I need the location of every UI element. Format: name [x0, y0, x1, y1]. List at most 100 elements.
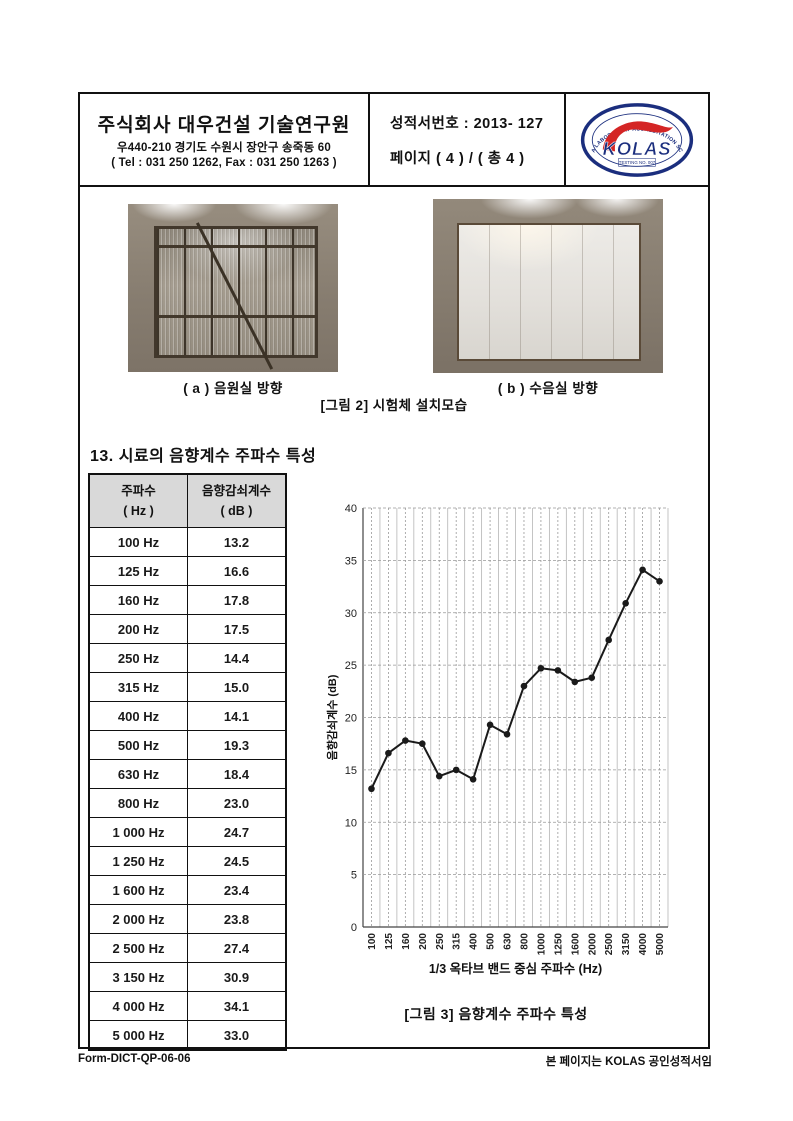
company-contact: ( Tel : 031 250 1262, Fax : 031 250 1263…: [111, 157, 337, 169]
chart-data-point: [486, 721, 494, 729]
chart-data-point: [554, 667, 562, 674]
chart-data-point: [419, 740, 426, 747]
frequency-cell: 1 250 Hz: [88, 846, 188, 876]
logo-testing-no: TESTING NO. 007: [619, 160, 656, 165]
company-address: 우440-210 경기도 수원시 장안구 송죽동 60: [117, 142, 331, 154]
frequency-cell: 4 000 Hz: [88, 991, 188, 1021]
chart-x-tick-label: 1000: [536, 933, 547, 956]
chart-x-tick-label: 100: [367, 933, 378, 950]
attenuation-cell: 30.9: [187, 962, 287, 992]
table-row: 2 500 Hz 27.4: [88, 933, 287, 963]
chart-data-point: [469, 776, 477, 783]
table-row: 400 Hz 14.1: [88, 701, 287, 731]
chart-y-tick-label: 15: [345, 765, 357, 777]
chart-data-point: [639, 566, 646, 574]
chart-x-tick-label: 3150: [621, 933, 632, 956]
table-row: 1 600 Hz 23.4: [88, 875, 287, 905]
attenuation-table: 주파수 ( Hz ) 음향감쇠계수 ( dB ) 100 Hz 13.2 125 H…: [88, 473, 287, 1051]
report-header: 주식회사 대우건설 기술연구원 우440-210 경기도 수원시 장안구 송죽동…: [80, 94, 708, 187]
chart-x-tick-label: 4000: [638, 933, 649, 956]
chart-x-tick-label: 1250: [553, 933, 564, 956]
caption-photo-b: ( b ) 수음실 방향: [497, 381, 599, 396]
table-row: 100 Hz 13.2: [88, 527, 287, 557]
photo-diagonal-brace: [195, 222, 273, 370]
chart-data-point: [537, 664, 545, 672]
chart-x-tick-label: 630: [503, 933, 514, 950]
attenuation-header-line2: ( dB ): [220, 504, 253, 518]
chart-data-point: [503, 730, 511, 738]
chart-svg: 0 5 10 15 20 25 30 35 40 100 125 160 200 250 315 400 500…: [325, 503, 669, 976]
table-row: 160 Hz 17.8: [88, 585, 287, 615]
chart-y-tick-label: 25: [345, 660, 357, 672]
figure2-caption: [그림 2] 시험체 설치모습: [320, 398, 468, 413]
page-number: 페이지 ( 4 ) / ( 총 4 ): [390, 150, 525, 167]
attenuation-cell: 24.5: [187, 846, 287, 876]
attenuation-cell: 24.7: [187, 817, 287, 847]
attenuation-cell: 18.4: [187, 759, 287, 789]
attenuation-table-body: 100 Hz 13.2 125 Hz 16.6 160 Hz 17.8 200 Hz 17.5…: [88, 527, 287, 1051]
chart-x-tick-label: 500: [486, 933, 497, 950]
attenuation-cell: 23.8: [187, 904, 287, 934]
chart-x-tick-label: 2000: [587, 933, 598, 956]
attenuation-cell: 19.3: [187, 730, 287, 760]
frequency-cell: 125 Hz: [88, 556, 188, 586]
attenuation-cell: 23.0: [187, 788, 287, 818]
chart-data-point: [520, 682, 528, 690]
table-row: 4 000 Hz 34.1: [88, 991, 287, 1021]
table-row: 5 000 Hz 33.0: [88, 1020, 287, 1051]
report-meta-cell: 성적서번호 : 2013- 127 페이지 ( 4 ) / ( 총 4 ): [370, 94, 566, 185]
chart-x-tick-label: 2500: [604, 933, 615, 956]
chart-y-tick-label: 5: [351, 870, 357, 882]
chart-x-tick-label: 1600: [570, 933, 581, 956]
chart-y-tick-label: 40: [345, 503, 357, 515]
frequency-cell: 315 Hz: [88, 672, 188, 702]
table-row: 1 250 Hz 24.5: [88, 846, 287, 876]
attenuation-cell: 34.1: [187, 991, 287, 1021]
frequency-header-line1: 주파수: [121, 484, 156, 498]
attenuation-cell: 16.6: [187, 556, 287, 586]
attenuation-cell: 17.5: [187, 614, 287, 644]
kolas-logo: KOREA LABORATORY ACCREDITATION SCHEME KO…: [580, 102, 694, 177]
frequency-cell: 2 000 Hz: [88, 904, 188, 934]
chart-x-tick-label: 200: [418, 933, 429, 950]
chart-y-tick-label: 35: [345, 555, 357, 567]
attenuation-column-header: 음향감쇠계수 ( dB ): [187, 473, 287, 528]
figure3-caption: [그림 3] 음향계수 주파수 특성: [404, 1006, 588, 1022]
table-row: 800 Hz 23.0: [88, 788, 287, 818]
caption-photo-a: ( a ) 음원실 방향: [183, 381, 283, 396]
chart-data-point: [435, 772, 443, 780]
frequency-cell: 1 000 Hz: [88, 817, 188, 847]
logo-swoosh: [602, 120, 673, 151]
frequency-cell: 800 Hz: [88, 788, 188, 818]
chart-x-tick-label: 160: [401, 933, 412, 950]
chart-data-point: [402, 737, 409, 744]
table-row: 3 150 Hz 30.9: [88, 962, 287, 992]
company-name: 주식회사 대우건설 기술연구원: [97, 115, 351, 136]
table-row: 500 Hz 19.3: [88, 730, 287, 760]
frequency-cell: 200 Hz: [88, 614, 188, 644]
photo-white-panel: [457, 223, 641, 361]
frequency-cell: 500 Hz: [88, 730, 188, 760]
table-row: 630 Hz 18.4: [88, 759, 287, 789]
frequency-response-chart: 0 5 10 15 20 25 30 35 40 100 125 160 200 250 315 400 500…: [325, 495, 695, 995]
frequency-cell: 630 Hz: [88, 759, 188, 789]
frequency-cell: 3 150 Hz: [88, 962, 188, 992]
frequency-cell: 160 Hz: [88, 585, 188, 615]
chart-data-point: [571, 678, 579, 686]
frequency-cell: 2 500 Hz: [88, 933, 188, 963]
photo-grid-specimen: [154, 222, 318, 370]
table-row: 125 Hz 16.6: [88, 556, 287, 586]
chart-x-axis-title: 1/3 옥타브 밴드 중심 주파수 (Hz): [429, 961, 602, 976]
logo-wordmark: KOLAS: [603, 137, 672, 158]
photo-receiving-room: [433, 199, 663, 373]
chart-y-axis-title: 음향감쇠계수 (dB): [325, 674, 339, 760]
chart-x-tick-label: 250: [435, 933, 446, 950]
chart-x-tick-label: 125: [384, 933, 395, 950]
footer-form-number: Form-DICT-QP-06-06: [78, 1053, 191, 1065]
attenuation-cell: 15.0: [187, 672, 287, 702]
chart-x-tick-label: 400: [469, 933, 480, 950]
section-title: 13. 시료의 음향계수 주파수 특성: [90, 448, 317, 465]
footer-kolas-note: 본 페이지는 KOLAS 공인성적서임: [545, 1056, 712, 1068]
chart-data-point: [588, 674, 596, 681]
